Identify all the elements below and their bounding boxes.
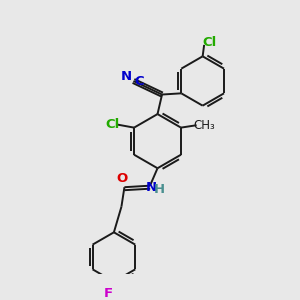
Text: C: C <box>134 75 144 88</box>
Text: N: N <box>120 70 131 83</box>
Text: Cl: Cl <box>202 36 217 49</box>
Text: N: N <box>146 181 157 194</box>
Text: F: F <box>104 287 113 300</box>
Text: O: O <box>116 172 128 185</box>
Text: CH₃: CH₃ <box>193 119 215 132</box>
Text: Cl: Cl <box>106 118 120 130</box>
Text: H: H <box>154 183 165 196</box>
